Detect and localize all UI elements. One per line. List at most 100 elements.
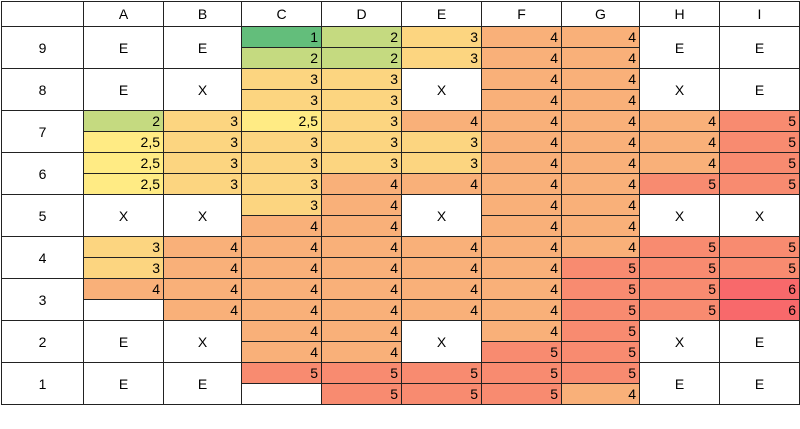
value-cell: 5: [561, 278, 640, 300]
value-cell: 4: [561, 68, 640, 90]
value-cell: 3: [83, 236, 164, 258]
value-cell: 4: [321, 173, 402, 195]
merged-cell: X: [639, 68, 720, 111]
value-cell: 5: [321, 383, 402, 405]
value-cell: 4: [321, 320, 402, 342]
value-cell: 4: [481, 236, 562, 258]
value-cell: 4: [401, 236, 482, 258]
merged-cell: X: [163, 320, 242, 363]
value-cell: 4: [481, 278, 562, 300]
merged-cell: X: [401, 320, 482, 363]
row-label: 3: [1, 278, 84, 321]
value-cell: 4: [481, 89, 562, 111]
value-cell: 4: [481, 299, 562, 321]
row-top: 6 2,5 3 3 3 3 4 4 4 5: [1, 152, 800, 195]
value-cell: 4: [401, 257, 482, 279]
merged-cell: X: [639, 194, 720, 237]
merged-cell: E: [163, 362, 242, 405]
value-cell: 4: [481, 173, 562, 195]
column-header: D: [321, 1, 402, 27]
value-cell: 4: [481, 194, 562, 216]
row-label: 2: [1, 320, 84, 363]
value-cell: 4: [83, 278, 164, 300]
value-cell: 4: [481, 257, 562, 279]
value-cell: 4: [561, 47, 640, 69]
value-cell: 4: [241, 236, 322, 258]
value-cell: 5: [241, 362, 322, 384]
value-cell: 5: [401, 383, 482, 405]
value-cell: 4: [481, 47, 562, 69]
value-cell: 2,5: [83, 152, 164, 174]
merged-cell: X: [401, 68, 482, 111]
value-cell: 4: [321, 236, 402, 258]
value-cell: 4: [401, 299, 482, 321]
value-cell: 4: [321, 194, 402, 216]
merged-cell: X: [83, 194, 164, 237]
value-cell: 3: [83, 257, 164, 279]
value-cell: 4: [481, 68, 562, 90]
merged-cell: E: [639, 26, 720, 69]
value-cell: 2: [83, 110, 164, 132]
merged-cell: E: [719, 26, 800, 69]
value-cell: 4: [163, 299, 242, 321]
value-cell: 4: [163, 278, 242, 300]
value-cell: 5: [639, 236, 720, 258]
value-cell: 4: [561, 236, 640, 258]
value-cell: 5: [481, 341, 562, 363]
value-cell: 4: [321, 215, 402, 237]
merged-cell: X: [163, 194, 242, 237]
value-cell: 5: [401, 362, 482, 384]
column-header: F: [481, 1, 562, 27]
value-cell: 4: [241, 257, 322, 279]
value-cell: 4: [561, 383, 640, 405]
value-cell: 3: [241, 152, 322, 174]
value-cell: 4: [321, 341, 402, 363]
value-cell: 3: [401, 26, 482, 48]
value-cell: 4: [561, 110, 640, 132]
merged-cell: E: [83, 68, 164, 111]
value-cell: 3: [321, 152, 402, 174]
value-cell: 4: [401, 110, 482, 132]
merged-cell: X: [163, 68, 242, 111]
corner-cell: [1, 1, 84, 27]
value-cell: 4: [401, 173, 482, 195]
value-cell: 4: [561, 152, 640, 174]
column-header: B: [163, 1, 242, 27]
value-cell: 5: [561, 320, 640, 342]
value-cell: 3: [321, 68, 402, 90]
value-cell: 2,5: [241, 110, 322, 132]
row-bottom: 2,5 3 3 3 3 4 4 4 5: [2, 131, 800, 153]
value-cell: 5: [321, 362, 402, 384]
column-header: G: [561, 1, 640, 27]
value-cell: 5: [719, 152, 800, 174]
value-cell: 5: [719, 236, 800, 258]
value-cell: 5: [561, 341, 640, 363]
row-label: 1: [1, 362, 84, 405]
value-cell: 4: [481, 131, 562, 153]
value-cell: 4: [639, 152, 720, 174]
merged-cell: X: [719, 194, 800, 237]
column-header: E: [401, 1, 482, 27]
merged-cell: X: [639, 320, 720, 363]
value-cell: 1: [241, 26, 322, 48]
value-cell: 5: [639, 257, 720, 279]
value-cell: 6: [719, 278, 800, 300]
value-cell: 4: [561, 89, 640, 111]
value-cell: 3: [163, 131, 242, 153]
value-cell: 4: [481, 215, 562, 237]
value-cell: 2: [321, 26, 402, 48]
merged-cell: X: [401, 194, 482, 237]
value-cell: 3: [163, 152, 242, 174]
value-cell: 4: [561, 173, 640, 195]
value-cell: 4: [481, 26, 562, 48]
merged-cell: E: [83, 26, 164, 69]
